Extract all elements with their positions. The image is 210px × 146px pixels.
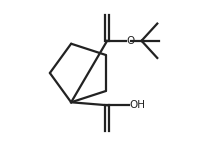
Text: O: O — [127, 36, 135, 46]
Text: OH: OH — [130, 100, 146, 110]
